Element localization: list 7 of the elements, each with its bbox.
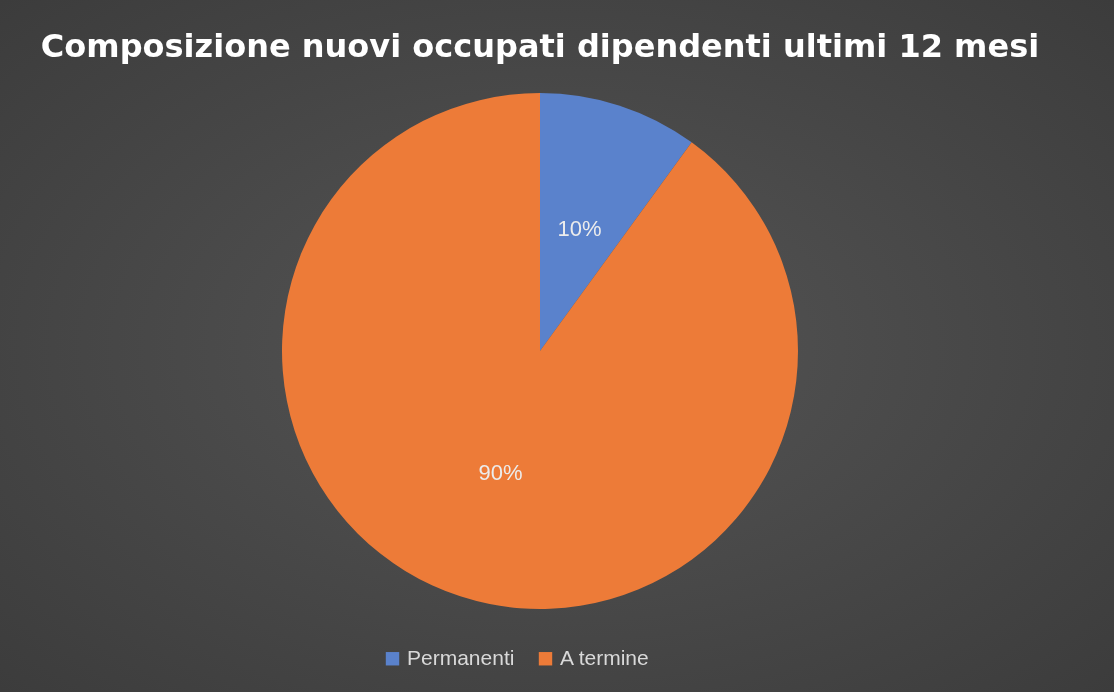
pie-slice [282,93,798,609]
data-label: 10% [557,216,602,242]
data-label: 90% [478,459,523,485]
legend-label: A termine [560,645,649,669]
chart-title: Composizione nuovi occupati dipendenti ultimi 12 mesi [40,27,1040,65]
pie-slice [540,93,692,351]
legend-label: Permanenti [407,645,515,669]
